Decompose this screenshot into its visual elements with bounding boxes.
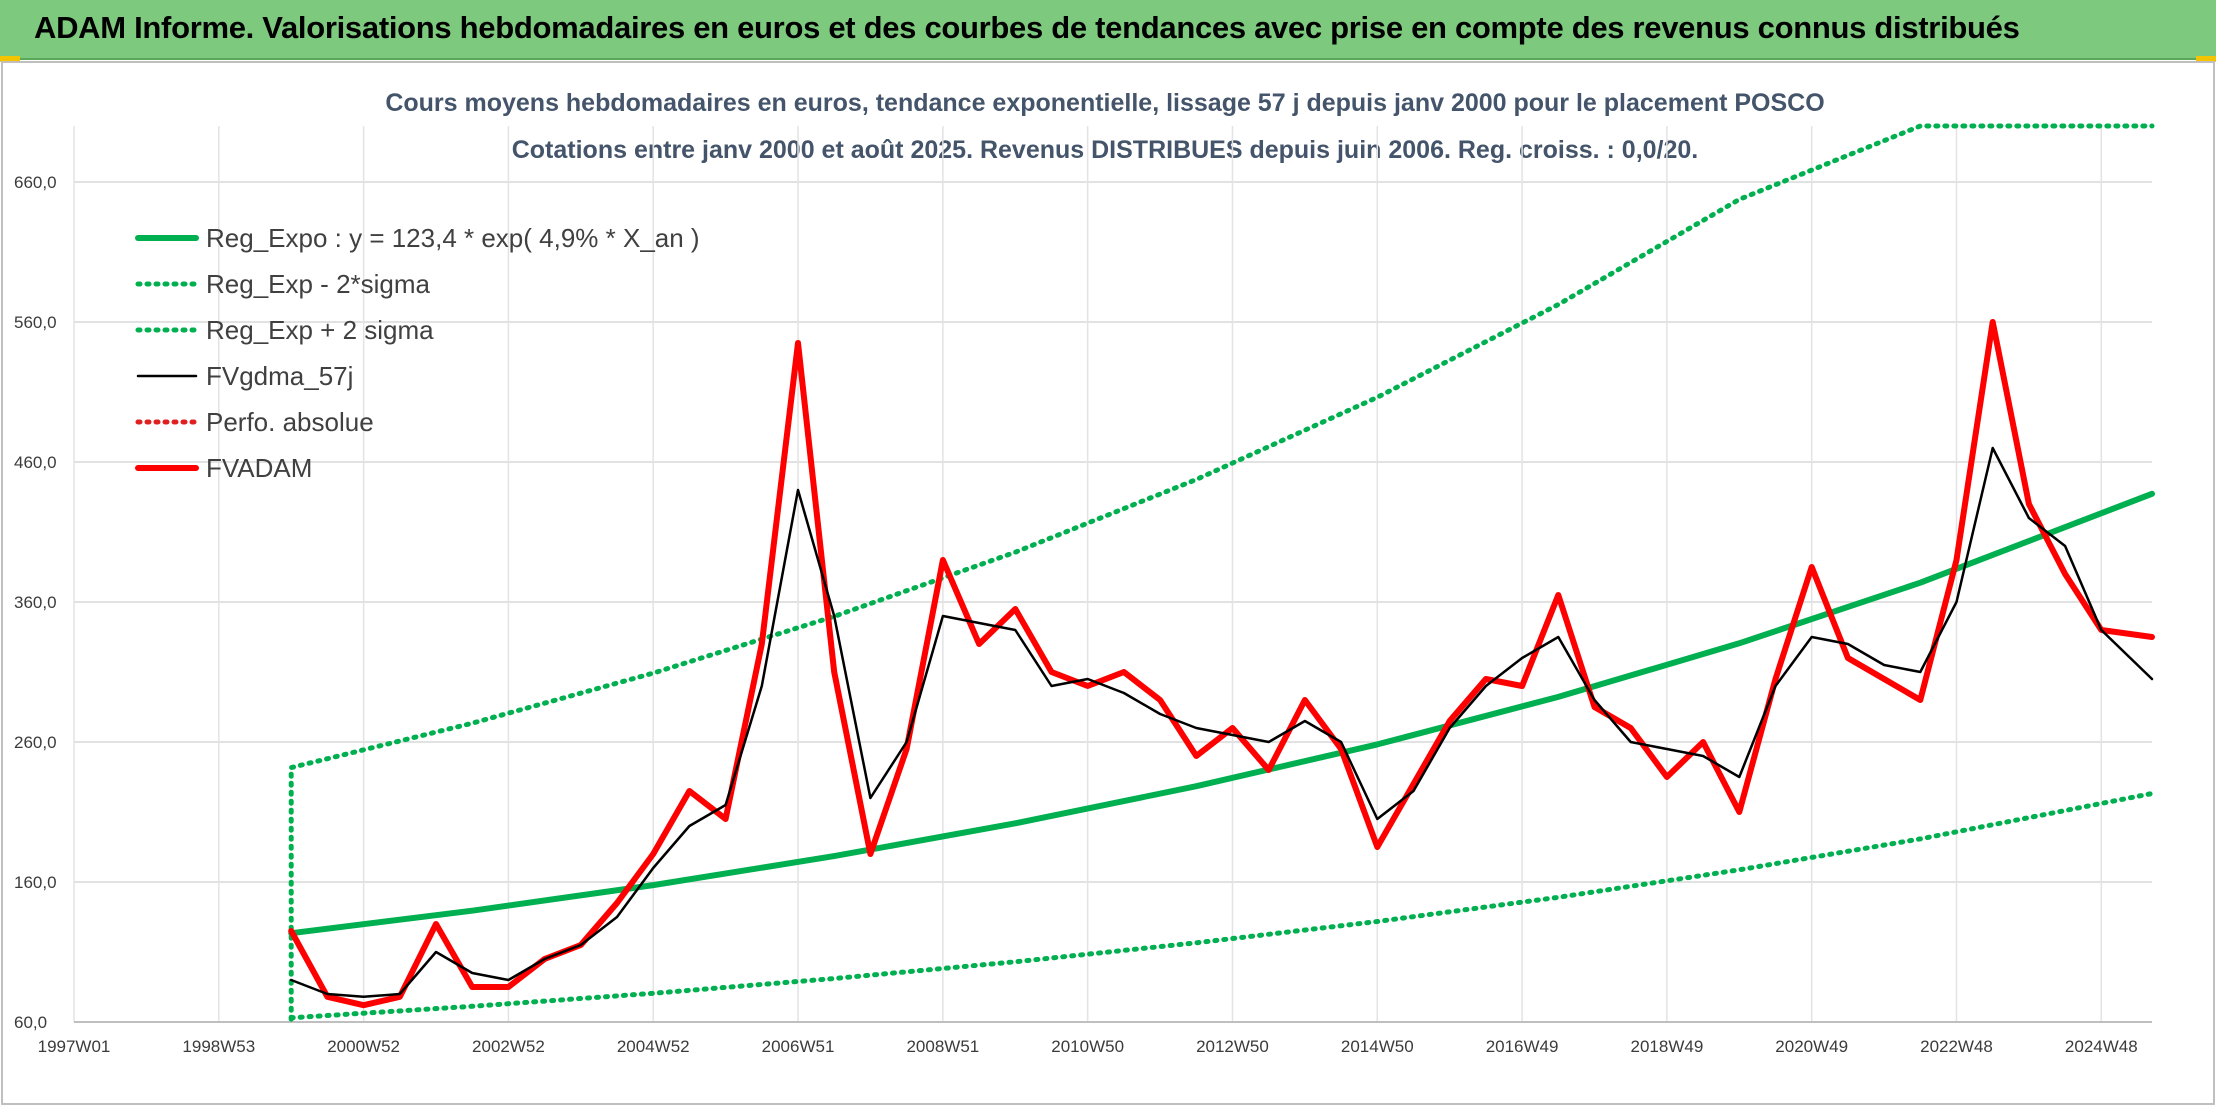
x-tick-label: 2000W52 bbox=[327, 1037, 400, 1056]
x-tick-label: 2014W50 bbox=[1341, 1037, 1414, 1056]
chart-area: Cours moyens hebdomadaires en euros, ten… bbox=[1, 61, 2215, 1105]
series-layer bbox=[288, 123, 2155, 1022]
series-line-reg-exp-2-sigma bbox=[288, 791, 2155, 1021]
y-tick-label: 160,0 bbox=[14, 873, 57, 892]
x-tick-label: 2022W48 bbox=[1920, 1037, 1993, 1056]
y-tick-label: 660,0 bbox=[14, 173, 57, 192]
legend-label: Reg_Exp - 2*sigma bbox=[206, 269, 431, 299]
x-tick-label: 2004W52 bbox=[617, 1037, 690, 1056]
chart-subtitle: Cotations entre janv 2000 et août 2025. … bbox=[512, 136, 1699, 164]
x-tick-label: 2006W51 bbox=[762, 1037, 835, 1056]
x-tick-label: 2024W48 bbox=[2065, 1037, 2138, 1056]
page-title: ADAM Informe. Valorisations hebdomadaire… bbox=[34, 10, 2020, 45]
chart-title: Cours moyens hebdomadaires en euros, ten… bbox=[385, 89, 1824, 117]
series-line-fvadam bbox=[288, 319, 2155, 1009]
axes: 60,0 160,0 260,0 360,0 460,0 560,0 660,0 1997W0… bbox=[14, 173, 2152, 1056]
x-tick-label: 1997W01 bbox=[38, 1037, 111, 1056]
y-tick-label: 60,0 bbox=[14, 1013, 47, 1032]
legend: Reg_Expo : y = 123,4 * exp( 4,9% * X_an … bbox=[135, 223, 700, 483]
y-tick-label: 460,0 bbox=[14, 453, 57, 472]
legend-label: Perfo. absolue bbox=[206, 407, 374, 437]
y-tick-label: 260,0 bbox=[14, 733, 57, 752]
y-tick-label: 560,0 bbox=[14, 313, 57, 332]
corner-marker-right bbox=[2196, 56, 2216, 62]
x-tick-label: 2016W49 bbox=[1486, 1037, 1559, 1056]
legend-label: FVgdma_57j bbox=[206, 361, 353, 391]
gridlines bbox=[73, 126, 2152, 1023]
legend-label: FVADAM bbox=[206, 453, 312, 483]
x-tick-label: 2012W50 bbox=[1196, 1037, 1269, 1056]
x-tick-label: 2010W50 bbox=[1051, 1037, 1124, 1056]
x-tick-label: 1998W53 bbox=[182, 1037, 255, 1056]
series-line-reg-expo-y-123-4-exp-4-9-x-an bbox=[288, 490, 2155, 937]
y-tick-label: 360,0 bbox=[14, 593, 57, 612]
legend-label: Reg_Exp + 2 sigma bbox=[206, 315, 434, 345]
corner-marker-left bbox=[0, 56, 20, 62]
chart-frame bbox=[1, 61, 2215, 1105]
x-tick-label: 2020W49 bbox=[1775, 1037, 1848, 1056]
legend-label: Reg_Expo : y = 123,4 * exp( 4,9% * X_an … bbox=[206, 223, 700, 253]
x-tick-label: 2018W49 bbox=[1631, 1037, 1704, 1056]
series-line-reg-exp-2-sigma bbox=[288, 123, 2155, 1022]
header-banner: ADAM Informe. Valorisations hebdomadaire… bbox=[0, 0, 2216, 60]
series-line-fvgdma-57j bbox=[289, 446, 2154, 999]
x-tick-label: 2008W51 bbox=[906, 1037, 979, 1056]
x-tick-label: 2002W52 bbox=[472, 1037, 545, 1056]
